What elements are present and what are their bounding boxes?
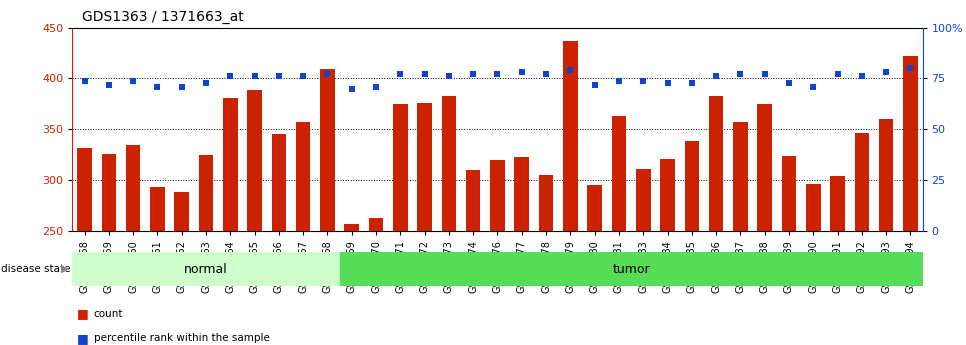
- Point: [174, 84, 189, 89]
- Point: [562, 68, 578, 73]
- Point: [854, 74, 869, 79]
- Bar: [855, 134, 869, 231]
- Point: [781, 80, 797, 85]
- Bar: [903, 56, 918, 231]
- Bar: [101, 154, 116, 231]
- Point: [296, 74, 311, 79]
- Bar: [223, 98, 238, 231]
- Text: GDS1363 / 1371663_at: GDS1363 / 1371663_at: [82, 10, 243, 24]
- Point: [344, 86, 359, 91]
- Text: count: count: [94, 309, 124, 319]
- Text: ■: ■: [77, 307, 89, 321]
- Bar: [587, 185, 602, 231]
- Bar: [781, 156, 796, 231]
- Bar: [271, 135, 286, 231]
- Point: [587, 82, 603, 87]
- Point: [490, 72, 505, 77]
- Bar: [247, 90, 262, 231]
- Point: [514, 70, 529, 75]
- Point: [684, 80, 699, 85]
- Bar: [733, 122, 748, 231]
- Point: [198, 80, 213, 85]
- Bar: [490, 160, 505, 231]
- Point: [611, 78, 627, 83]
- Point: [77, 78, 93, 83]
- Bar: [515, 157, 529, 231]
- Point: [222, 74, 238, 79]
- Point: [441, 74, 457, 79]
- Point: [732, 72, 748, 77]
- Bar: [393, 104, 408, 231]
- Bar: [539, 175, 554, 231]
- Bar: [345, 224, 359, 231]
- Point: [392, 72, 408, 77]
- Point: [708, 74, 724, 79]
- Point: [320, 72, 335, 77]
- Point: [417, 72, 433, 77]
- Point: [247, 74, 263, 79]
- Point: [126, 78, 141, 83]
- Bar: [685, 140, 699, 231]
- Point: [150, 84, 165, 89]
- Bar: [150, 187, 165, 231]
- Bar: [636, 169, 650, 231]
- Bar: [320, 69, 335, 231]
- Bar: [709, 96, 724, 231]
- Bar: [126, 145, 140, 231]
- Text: percentile rank within the sample: percentile rank within the sample: [94, 333, 270, 343]
- Point: [806, 84, 821, 89]
- Bar: [611, 116, 626, 231]
- Point: [902, 66, 918, 71]
- Point: [368, 84, 384, 89]
- Bar: [199, 155, 213, 231]
- Bar: [563, 41, 578, 231]
- Text: normal: normal: [185, 263, 228, 276]
- Text: disease state: disease state: [1, 264, 71, 274]
- Bar: [441, 96, 456, 231]
- Bar: [466, 170, 480, 231]
- Bar: [72, 252, 340, 286]
- Point: [660, 80, 675, 85]
- Bar: [369, 218, 384, 231]
- Bar: [757, 104, 772, 231]
- Bar: [660, 159, 675, 231]
- Bar: [77, 148, 92, 231]
- Point: [538, 72, 554, 77]
- Bar: [806, 184, 820, 231]
- Bar: [296, 122, 310, 231]
- Bar: [417, 103, 432, 231]
- Point: [878, 70, 894, 75]
- Bar: [175, 193, 189, 231]
- Bar: [830, 176, 845, 231]
- Point: [101, 82, 117, 87]
- Point: [757, 72, 773, 77]
- Text: ▶: ▶: [61, 264, 70, 274]
- Text: ■: ■: [77, 332, 89, 345]
- Point: [466, 72, 481, 77]
- Point: [636, 78, 651, 83]
- Bar: [879, 119, 894, 231]
- Text: tumor: tumor: [612, 263, 650, 276]
- Point: [830, 72, 845, 77]
- Point: [271, 74, 287, 79]
- Bar: [340, 252, 923, 286]
